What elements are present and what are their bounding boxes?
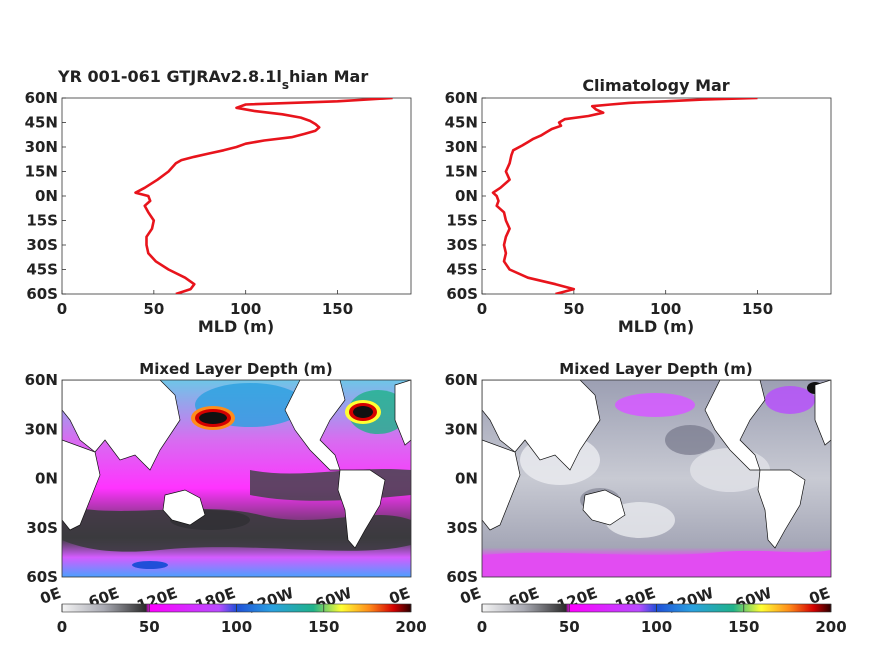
map2-colorbar-tick-label: 0 <box>477 618 487 636</box>
panel1-x-axis-label: MLD (m) <box>198 317 274 336</box>
panel2-y-tick-label: 30S <box>446 236 478 254</box>
map1-colorbar-tick-label: 50 <box>139 618 160 636</box>
map1-colorbar-tick-label: 0 <box>57 618 67 636</box>
panel1-y-tick-label: 15N <box>25 163 58 181</box>
panel1-y-tick-label: 60N <box>25 89 58 107</box>
panel1-y-tick-label: 15S <box>26 212 58 230</box>
panel1-y-tick-label: 30S <box>26 236 58 254</box>
panel2-y-ticks: 60N 45N 30N 15N 0N 15S 30S 45S 60S <box>445 89 486 303</box>
map1-y-tick-label: 30S <box>26 519 58 537</box>
panel2-y-tick-label: 0N <box>455 187 478 205</box>
panel1-y-tick-label: 30N <box>25 138 58 156</box>
map2-colorbar-ticks: 0 50 100 150 200 <box>477 604 847 636</box>
map1-y-tick-label: 60S <box>26 568 58 586</box>
panel1-x-tick-label: 150 <box>322 300 353 318</box>
map2-field <box>482 380 831 577</box>
panel1-mld-profile-line <box>134 98 393 294</box>
panel2-mld-profile-line <box>491 98 758 294</box>
map2-y-tick-label: 30S <box>446 519 478 537</box>
panel2-y-tick-label: 15N <box>445 163 478 181</box>
map2-x-tick-label: 0E <box>458 584 484 608</box>
panel1-y-ticks: 60N 45N 30N 15N 0N 15S 30S 45S 60S <box>25 89 66 303</box>
map2-title: Mixed Layer Depth (m) <box>559 360 752 378</box>
panel2-x-axis-label: MLD (m) <box>618 317 694 336</box>
panel2-y-tick-label: 45S <box>446 261 478 279</box>
panel2-axes-box <box>481 97 832 295</box>
panel1-y-tick-label: 60S <box>26 285 58 303</box>
panel2-y-tick-label: 60S <box>446 285 478 303</box>
map2-y-tick-label: 30N <box>445 420 478 438</box>
map2-y-tick-label: 60S <box>446 568 478 586</box>
panel2-title: Climatology Mar <box>582 76 729 95</box>
map1-colorbar-tick-label: 100 <box>221 618 252 636</box>
profile-panel-1: YR 001-061 GTJRAv2.8.1lshian Mar 60N 45N 3… <box>25 67 412 336</box>
map1-field <box>62 380 411 577</box>
map2-colorbar-tick-label: 100 <box>641 618 672 636</box>
panel2-x-tick-label: 0 <box>477 300 487 318</box>
map1-colorbar-ticks: 0 50 100 150 200 <box>57 604 427 636</box>
panel2-x-tick-label: 100 <box>650 300 681 318</box>
map1-title: Mixed Layer Depth (m) <box>139 360 332 378</box>
profile-panel-2: Climatology Mar 60N45N30N15N0N15S30S45S6… <box>445 76 832 336</box>
map2-y-ticks: 60N 30N 0N 30S 60S <box>445 371 478 586</box>
map2-colorbar-tick-label: 50 <box>559 618 580 636</box>
panel2-y-tick-label: 45N <box>445 114 478 132</box>
panel1-axes-box <box>61 97 412 295</box>
map2-y-tick-label: 0N <box>455 470 478 488</box>
map1-y-ticks: 60N 30N 0N 30S 60S <box>25 371 58 586</box>
panel1-y-tick-label: 0N <box>35 187 58 205</box>
panel1-title: YR 001-061 GTJRAv2.8.1lshian Mar <box>57 67 368 92</box>
panel1-x-tick-label: 100 <box>230 300 261 318</box>
panel2-x-tick-label: 50 <box>563 300 584 318</box>
panel1-x-tick-label: 50 <box>143 300 164 318</box>
map2-x-tick-label: 0E <box>807 584 833 608</box>
panel1-x-tick-label: 0 <box>57 300 67 318</box>
map1-axes-box <box>61 379 412 578</box>
map1-y-tick-label: 60N <box>25 371 58 389</box>
map1-y-tick-label: 30N <box>25 420 58 438</box>
panel1-x-ticks: 0 50 100 150 <box>57 290 353 318</box>
map2-y-tick-label: 60N <box>445 371 478 389</box>
panel1-y-tick-label: 45S <box>26 261 58 279</box>
map1-y-tick-label: 0N <box>35 470 58 488</box>
panel2-y-tick-label: 30N <box>445 138 478 156</box>
panel2-y-tick-label: 60N <box>445 89 478 107</box>
map1-colorbar-tick-label: 150 <box>308 618 339 636</box>
map2-axes-box <box>481 379 832 578</box>
map1-x-tick-label: 0E <box>387 584 413 608</box>
panel1-y-tick-label: 45N <box>25 114 58 132</box>
map1-colorbar-tick-label: 200 <box>395 618 426 636</box>
panel2-x-ticks: 0 50 100 150 <box>477 290 773 318</box>
map2-colorbar-tick-label: 200 <box>815 618 846 636</box>
panel2-y-tick-label: 15S <box>446 212 478 230</box>
map2-colorbar-tick-label: 150 <box>728 618 759 636</box>
map1-x-tick-label: 0E <box>38 584 64 608</box>
panel2-x-tick-label: 150 <box>742 300 773 318</box>
